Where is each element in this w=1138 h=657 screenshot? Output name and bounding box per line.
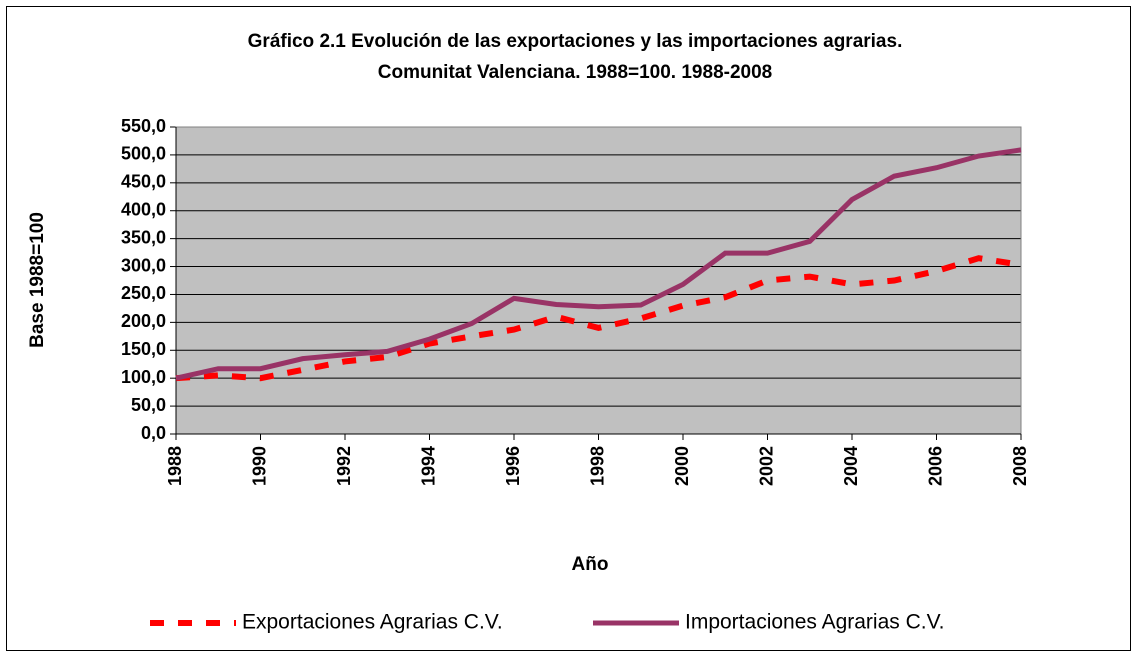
- y-axis-label: Base 1988=100: [27, 212, 48, 348]
- x-tick-label: 1998: [587, 446, 607, 486]
- legend-label: Importaciones Agrarias C.V.: [685, 611, 945, 634]
- y-tick-label: 500,0: [121, 144, 166, 164]
- y-tick-label: 350,0: [121, 227, 166, 247]
- y-tick-label: 550,0: [121, 116, 166, 136]
- x-tick-label: 2000: [672, 446, 692, 486]
- plot-area: [176, 127, 1021, 434]
- x-tick-label: 1994: [418, 446, 438, 486]
- y-tick-label: 50,0: [131, 395, 166, 415]
- x-tick-label: 2004: [841, 446, 861, 486]
- y-tick-label: 100,0: [121, 367, 166, 387]
- x-axis-label: Año: [572, 554, 609, 575]
- series-line: [175, 147, 1022, 381]
- x-tick-label: 2002: [756, 446, 776, 486]
- x-tick-label: 1988: [165, 446, 185, 486]
- y-tick-label: 0,0: [141, 423, 166, 443]
- x-tick-label: 1996: [503, 446, 523, 486]
- x-tick-label: 2008: [1010, 446, 1030, 486]
- y-tick-label: 250,0: [121, 283, 166, 303]
- y-tick-label: 450,0: [121, 172, 166, 192]
- x-tick-label: 1992: [334, 446, 354, 486]
- series-line: [175, 255, 1022, 382]
- y-tick-label: 300,0: [121, 255, 166, 275]
- legend-label: Exportaciones Agrarias C.V.: [242, 611, 503, 634]
- chart-title: Gráfico 2.1 Evolución de las exportacion…: [248, 31, 903, 52]
- y-tick-label: 400,0: [121, 199, 166, 219]
- chart-subtitle: Comunitat Valenciana. 1988=100. 1988-200…: [378, 62, 772, 83]
- y-tick-label: 150,0: [121, 339, 166, 359]
- x-tick-label: 1990: [249, 446, 269, 486]
- y-tick-label: 200,0: [121, 311, 166, 331]
- x-tick-label: 2006: [925, 446, 945, 486]
